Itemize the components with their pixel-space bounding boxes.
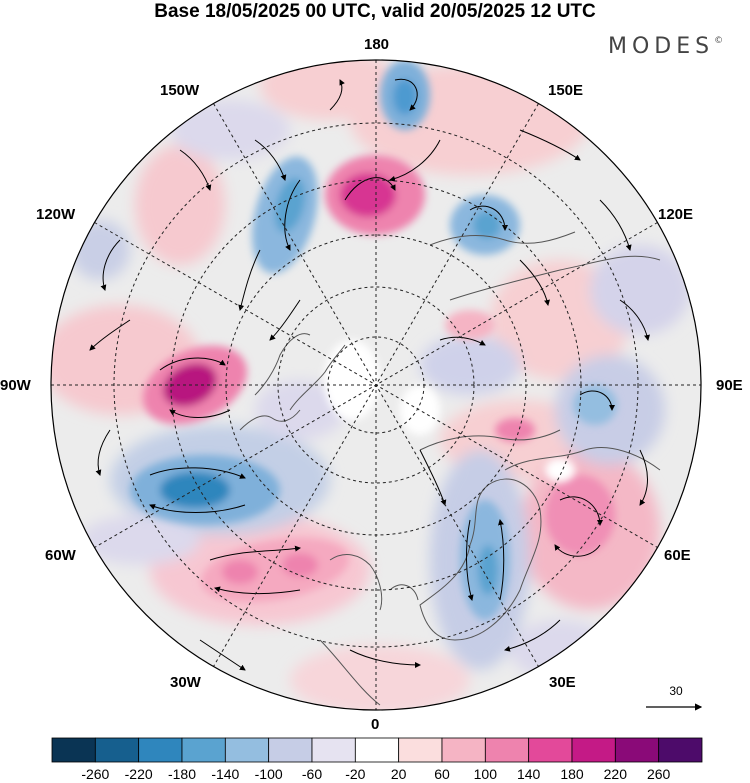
lon-label-30w: 30W <box>170 674 201 691</box>
colorbar-tick-label: 60 <box>434 766 450 782</box>
lon-label-150w: 150W <box>160 82 200 99</box>
colorbar-swatch <box>224 737 270 763</box>
colorbar-swatch <box>268 737 313 763</box>
graticule <box>51 60 701 710</box>
colorbar-swatch <box>94 737 140 763</box>
colorbar-swatch <box>658 737 703 763</box>
map-boundary <box>50 59 702 711</box>
colorbar-tick-label: -100 <box>254 766 283 782</box>
lon-label-30e: 30E <box>549 674 576 691</box>
vector-scale-label: 30 <box>669 684 683 698</box>
colorbar-swatch <box>484 737 530 763</box>
colorbar-swatch <box>311 737 356 763</box>
colorbar-tick-label: -180 <box>167 766 197 782</box>
colorbar-swatch <box>138 737 183 763</box>
colorbar-swatch <box>614 737 660 763</box>
colorbar-swatch <box>441 737 486 763</box>
colorbar-tick-label: -20 <box>345 766 366 782</box>
lon-label-120w: 120W <box>36 206 76 223</box>
anomaly-field <box>51 60 701 710</box>
colorbar-tick-label: 20 <box>390 766 407 782</box>
colorbar <box>51 737 703 763</box>
colorbar-tick-label: 220 <box>603 766 628 782</box>
colorbar-swatch <box>528 737 573 763</box>
colorbar-tick-label: -60 <box>301 766 323 782</box>
colorbar-tick-label: -140 <box>211 766 240 782</box>
colorbar-swatch <box>398 737 443 763</box>
colorbar-tick-label: 100 <box>473 766 498 782</box>
map-title: Base 18/05/2025 00 UTC, valid 20/05/2025… <box>154 1 596 22</box>
lon-label-0: 0 <box>371 716 380 733</box>
wind-vectors <box>89 78 650 671</box>
colorbar-tick-label: 140 <box>516 766 541 782</box>
lon-label-60e: 60E <box>664 547 691 564</box>
colorbar-swatch <box>181 737 226 763</box>
lon-label-120e: 120E <box>658 206 694 223</box>
colorbar-swatch <box>571 737 616 763</box>
colorbar-swatch <box>51 737 96 763</box>
colorbar-tick-label: -220 <box>124 766 153 782</box>
lon-label-180: 180 <box>364 36 390 53</box>
colorbar-tick-label: -260 <box>81 766 110 782</box>
colorbar-tick-label: 180 <box>560 766 584 782</box>
lon-label-90e: 90E <box>716 377 743 394</box>
lon-label-150e: 150E <box>548 82 584 99</box>
colorbar-tick-label: 260 <box>646 766 671 782</box>
lon-label-60w: 60W <box>45 547 76 564</box>
lon-label-90w: 90W <box>0 377 31 394</box>
modes-logo: MODES© <box>608 34 724 59</box>
colorbar-swatch <box>354 737 400 763</box>
